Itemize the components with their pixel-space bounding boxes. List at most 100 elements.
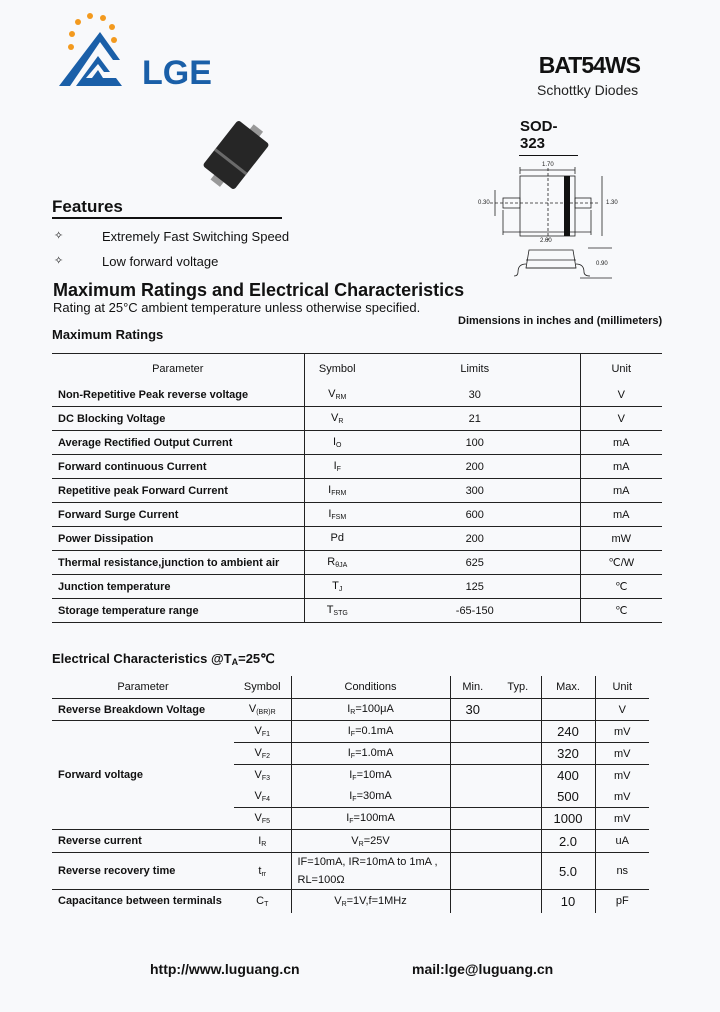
table-row: Storage temperature range TSTG -65-150 ℃ (52, 598, 662, 623)
diamond-star-icon: ✧ (54, 230, 64, 242)
col-limits: Limits (460, 362, 490, 375)
table-row: Reverse recovery time trr IF=10mA, IR=10mA… (52, 852, 649, 890)
part-number: BAT54WS (538, 52, 641, 78)
features-heading: Features (52, 197, 282, 219)
condition-cell: IF=10mA (290, 764, 450, 786)
table-row: VF2 IF=1.0mA 320 mV (52, 742, 649, 765)
condition-cell: IF=30mA (290, 786, 450, 808)
param-cell: Non-Repetitive Peak reverse voltage (52, 383, 304, 407)
package-drawing: 1.70 0.30 1.30 2.60 0.90 (470, 160, 670, 310)
symbol-cell: Pd (303, 526, 370, 551)
col-min: Min. (449, 676, 495, 699)
col-typ: Typ. (495, 676, 541, 699)
table-row: VF4 IF=30mA 500 mV (52, 786, 649, 808)
limit-cell: 100 (370, 430, 580, 455)
symbol-cell: IR (234, 829, 291, 853)
dim-width: 1.30 (606, 200, 618, 206)
table-row: Reverse current IR VR=25V 2.0 uA (52, 829, 649, 853)
col-symbol: Symbol (303, 353, 370, 383)
limit-cell: 125 (370, 574, 580, 599)
col-parameter: Parameter (152, 362, 204, 375)
email-link[interactable]: mail:lge@luguang.cn (412, 961, 554, 977)
feature-text: Extremely Fast Switching Speed (102, 229, 290, 244)
electrical-heading: Electrical Characteristics @TA=25℃ (52, 651, 275, 667)
symbol-cell: V(BR)R (234, 698, 291, 721)
param-cell: Junction temperature (52, 574, 304, 599)
symbol-cell: VF5 (234, 807, 291, 830)
logo-text: LGE (142, 54, 212, 90)
col-unit: Unit (594, 676, 649, 699)
table-row: Forward continuous Current IF 200 mA (52, 454, 662, 479)
unit-cell: mA (579, 502, 662, 527)
unit-cell: V (579, 383, 662, 407)
param-cell: Reverse recovery time (52, 852, 234, 890)
condition-cell: IR=100μA (290, 698, 450, 721)
unit-cell: ns (594, 852, 649, 890)
table-row: Average Rectified Output Current IO 100 … (52, 430, 662, 455)
param-cell: Average Rectified Output Current (52, 430, 304, 455)
col-conditions: Conditions (290, 676, 450, 699)
max-cell: 10 (540, 889, 595, 913)
symbol-cell: IO (303, 430, 370, 455)
symbol-cell: VR (303, 406, 370, 431)
condition-cell: IF=1.0mA (290, 742, 450, 765)
symbol-cell: RθJA (303, 550, 370, 575)
table-row: Junction temperature TJ 125 ℃ (52, 574, 662, 599)
max-cell: 500 (540, 786, 595, 808)
max-ratings-heading: Maximum Ratings (52, 327, 164, 342)
symbol-cell: IFRM (303, 478, 370, 503)
param-cell: Thermal resistance,junction to ambient a… (52, 550, 304, 575)
company-logo: LGE (58, 10, 238, 95)
max-cell: 1000 (540, 807, 595, 830)
symbol-cell: TSTG (303, 598, 370, 623)
param-cell: Reverse current (52, 829, 234, 853)
col-unit: Unit (579, 353, 662, 383)
unit-cell: V (579, 406, 662, 431)
unit-cell: mA (579, 478, 662, 503)
table-row: VF3 IF=10mA 400 mV (52, 764, 649, 786)
website-link[interactable]: http://www.luguang.cn (150, 961, 300, 977)
table-row: Forward voltage VF1 IF=0.1mA 240 mV (52, 720, 649, 830)
electrical-table: Parameter Symbol Conditions Min. Typ. Ma… (52, 676, 649, 913)
symbol-cell: VRM (303, 383, 370, 407)
unit-cell: V (594, 698, 649, 721)
param-cell: Forward Surge Current (52, 502, 304, 527)
param-cell: Storage temperature range (52, 598, 304, 623)
unit-cell: mV (594, 786, 649, 808)
symbol-cell: CT (256, 894, 269, 908)
unit-cell: mV (594, 807, 649, 830)
table-row: Power Dissipation Pd 200 mW (52, 526, 662, 551)
dimensions-note: Dimensions in inches and (millimeters) (458, 315, 663, 327)
unit-cell: ℃ (579, 598, 662, 623)
limit-cell: -65-150 (370, 598, 580, 623)
param-cell: Forward voltage (52, 720, 234, 830)
symbol-cell: trr (234, 852, 291, 890)
param-cell: Repetitive peak Forward Current (52, 478, 304, 503)
dim-height: 0.90 (596, 261, 608, 267)
limit-cell: 200 (370, 526, 580, 551)
col-symbol: Symbol (234, 676, 291, 699)
unit-cell: ℃/W (579, 550, 662, 575)
limit-cell: 21 (370, 406, 580, 431)
condition-cell: IF=10mA, IR=10mA to 1mA , RL=100Ω (290, 852, 450, 890)
table-row: VF5 IF=100mA 1000 mV (52, 807, 649, 830)
limit-cell: 30 (370, 383, 580, 407)
max-cell: 400 (540, 764, 595, 786)
symbol-cell: VF1 (234, 720, 291, 743)
unit-cell: mV (594, 764, 649, 786)
max-ratings-table: Parameter Symbol Limits Unit Non-Repetit… (52, 353, 662, 623)
feature-item: ✧ Extremely Fast Switching Speed (52, 229, 289, 244)
unit-cell: uA (594, 829, 649, 853)
unit-cell: mA (579, 430, 662, 455)
condition-cell: VR=1V,f=1MHz (290, 889, 450, 913)
symbol-cell: TJ (303, 574, 370, 599)
symbol-cell: IF (303, 454, 370, 479)
section-title: Maximum Ratings and Electrical Character… (53, 280, 465, 300)
table-row: Non-Repetitive Peak reverse voltage VRM … (52, 383, 662, 407)
symbol-cell: IFSM (303, 502, 370, 527)
param-cell: Reverse Breakdown Voltage (52, 698, 234, 721)
feature-text: Low forward voltage (102, 254, 219, 269)
unit-cell: mV (594, 720, 649, 743)
col-parameter: Parameter (52, 676, 234, 699)
symbol-cell: VF4 (234, 786, 291, 808)
